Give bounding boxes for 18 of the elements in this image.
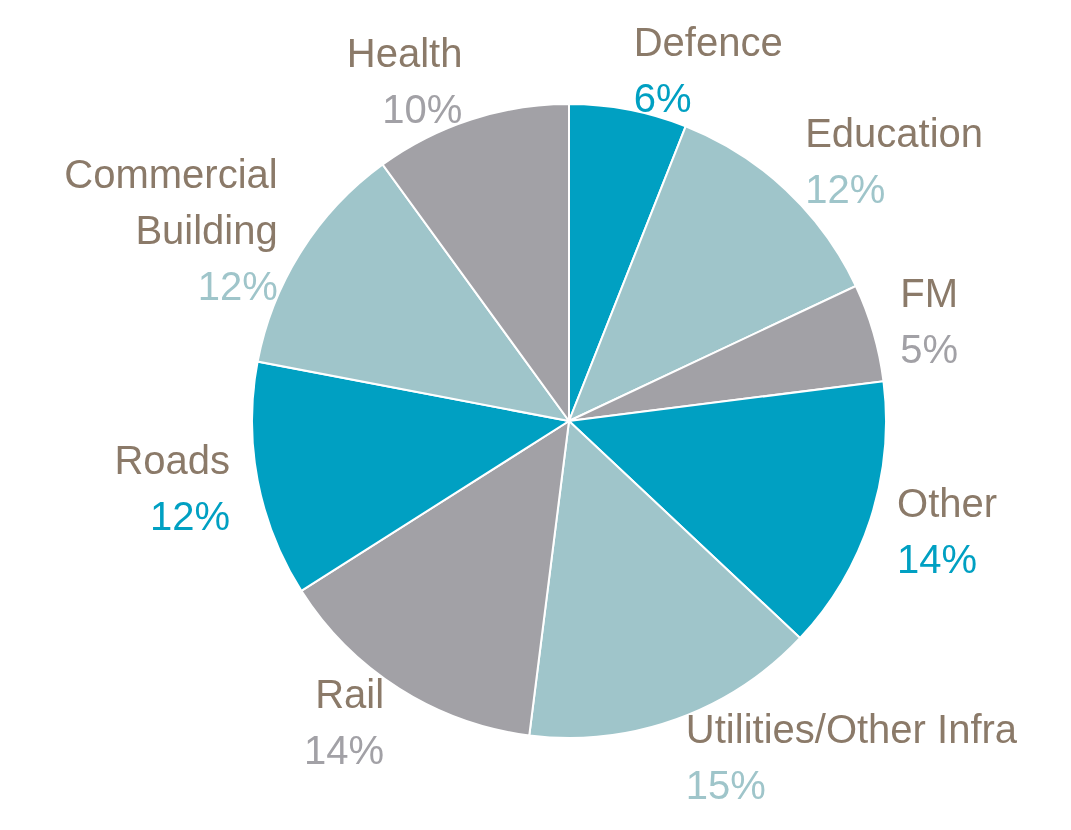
slice-label: Defence: [633, 20, 783, 65]
data-label: 10%: [382, 87, 463, 132]
data-label: 14%: [897, 537, 978, 582]
data-label: 14%: [304, 728, 385, 773]
slice-label: Commercial Building: [64, 151, 278, 252]
slice-label: Health: [346, 31, 463, 76]
data-label: 12%: [150, 493, 231, 538]
slice-label: Roads: [114, 437, 231, 482]
slice-label: Education: [805, 110, 984, 155]
data-label: 12%: [805, 166, 886, 211]
slice-label: Rail: [315, 672, 385, 717]
slice-label: Utilities/Other Infra: [685, 706, 1018, 751]
data-label: 12%: [197, 263, 278, 308]
data-label: 6%: [633, 76, 692, 121]
data-label: 15%: [685, 762, 766, 807]
slice-label: FM: [900, 271, 959, 316]
data-label: 5%: [900, 327, 959, 372]
slice-label: Other: [897, 481, 998, 526]
